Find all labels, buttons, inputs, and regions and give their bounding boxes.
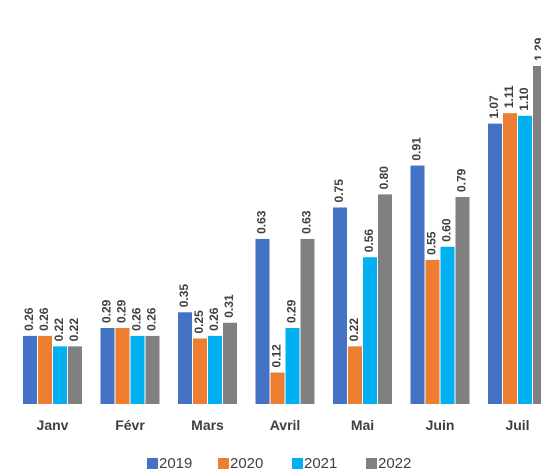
- bar: [363, 257, 377, 404]
- x-tick-label: Juil: [505, 417, 529, 433]
- legend-label: 2021: [304, 455, 337, 471]
- x-tick-label: Juin: [426, 417, 455, 433]
- value-label: 0.22: [347, 318, 361, 342]
- bar: [145, 335, 160, 404]
- value-label: 0.75: [332, 179, 346, 203]
- value-label: 1.07: [487, 95, 501, 119]
- x-tick-label: Mai: [351, 417, 374, 433]
- bar: [300, 238, 315, 404]
- bar: [533, 66, 541, 404]
- bar: [68, 346, 82, 404]
- value-label: 1.10: [517, 87, 531, 111]
- value-label: 0.31: [222, 294, 236, 318]
- bar: [178, 312, 192, 404]
- value-label: 0.25: [192, 310, 206, 334]
- bar: [410, 165, 425, 404]
- value-label: 0.56: [362, 229, 376, 253]
- bar: [53, 346, 67, 404]
- bar: [333, 207, 347, 404]
- bar: [425, 259, 440, 404]
- legend-label: 2022: [378, 455, 411, 471]
- value-label: 0.80: [377, 166, 391, 190]
- bar: [378, 194, 392, 404]
- value-label: 0.22: [52, 318, 66, 342]
- bar: [23, 335, 37, 404]
- legend-label: 2020: [230, 455, 263, 471]
- bar: [455, 197, 470, 404]
- bar: [255, 238, 270, 404]
- legend-swatch: [366, 458, 377, 469]
- x-tick-label: Avril: [270, 417, 301, 433]
- value-label: 0.60: [440, 218, 454, 242]
- legend-label: 2019: [159, 455, 192, 471]
- value-label: 0.79: [455, 168, 469, 192]
- value-label: 0.35: [177, 284, 191, 308]
- bar: [348, 346, 362, 404]
- value-label: 0.26: [22, 307, 36, 331]
- bar: [270, 372, 285, 404]
- value-label: 0.55: [425, 231, 439, 255]
- value-label: 0.91: [410, 137, 424, 161]
- bar: [130, 335, 145, 404]
- value-label: 0.63: [300, 210, 314, 234]
- x-tick-label: Mars: [191, 417, 224, 433]
- bar: [488, 123, 502, 405]
- legend-swatch: [147, 458, 158, 469]
- bar: [223, 322, 237, 404]
- bar: [440, 246, 455, 404]
- bar: [100, 328, 115, 404]
- legend-swatch: [218, 458, 229, 469]
- value-label: 1.29: [532, 37, 541, 61]
- bar: [208, 335, 222, 404]
- value-label: 0.26: [207, 307, 221, 331]
- bar: [193, 338, 207, 404]
- legend-swatch: [292, 458, 303, 469]
- bar: [285, 328, 300, 404]
- value-label: 0.26: [130, 307, 144, 331]
- bar: [38, 335, 52, 404]
- value-label: 0.12: [270, 344, 284, 368]
- bar: [518, 115, 532, 404]
- value-label: 0.29: [285, 299, 299, 323]
- bar: [503, 113, 517, 405]
- x-tick-label: Janv: [37, 417, 69, 433]
- value-label: 1.11: [502, 85, 516, 108]
- bar: [115, 328, 130, 404]
- x-tick-label: Févr: [115, 417, 145, 433]
- value-label: 0.26: [37, 307, 51, 331]
- value-label: 0.29: [115, 299, 129, 323]
- value-label: 0.26: [145, 307, 159, 331]
- value-label: 0.22: [67, 318, 81, 342]
- value-label: 0.63: [255, 210, 269, 234]
- value-label: 0.29: [100, 299, 114, 323]
